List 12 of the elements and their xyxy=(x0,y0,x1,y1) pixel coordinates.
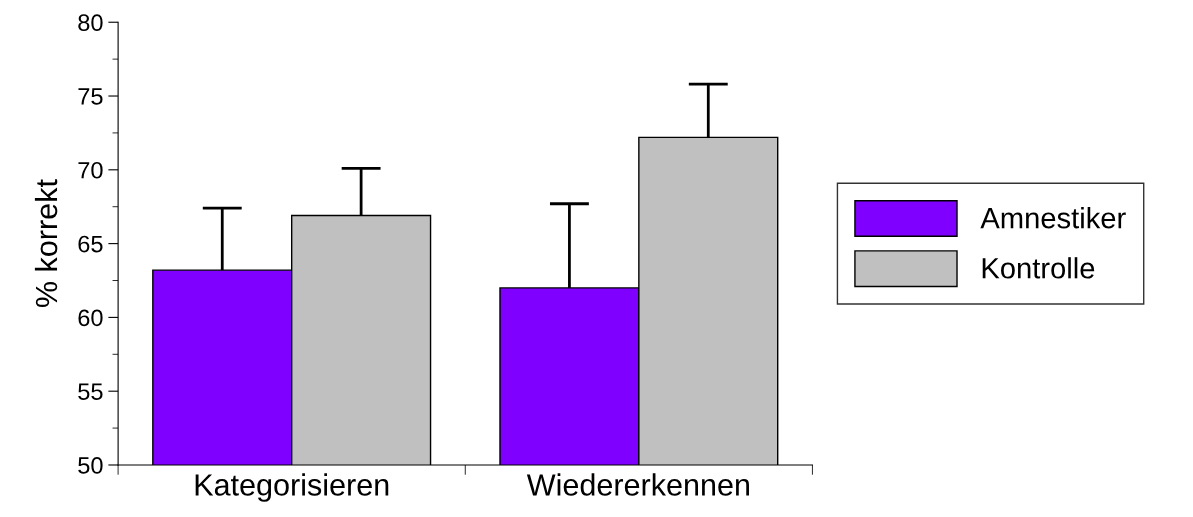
y-tick-label: 70 xyxy=(78,161,103,179)
y-tick-label: 80 xyxy=(78,14,103,32)
y-axis-title: % korrekt xyxy=(34,179,58,308)
y-tick-label: 50 xyxy=(78,457,103,474)
x-tick-label: Kategorisieren xyxy=(195,473,389,502)
y-tick-label: 65 xyxy=(78,235,103,253)
y-tick-label: 60 xyxy=(78,309,103,327)
legend-label: Amnestiker xyxy=(980,207,1126,229)
x-tick-label: Wiedererkennen xyxy=(526,473,749,496)
legend-label: Kontrolle xyxy=(982,257,1095,279)
y-tick-label: 55 xyxy=(78,383,103,400)
y-tick-label: 75 xyxy=(78,88,103,105)
